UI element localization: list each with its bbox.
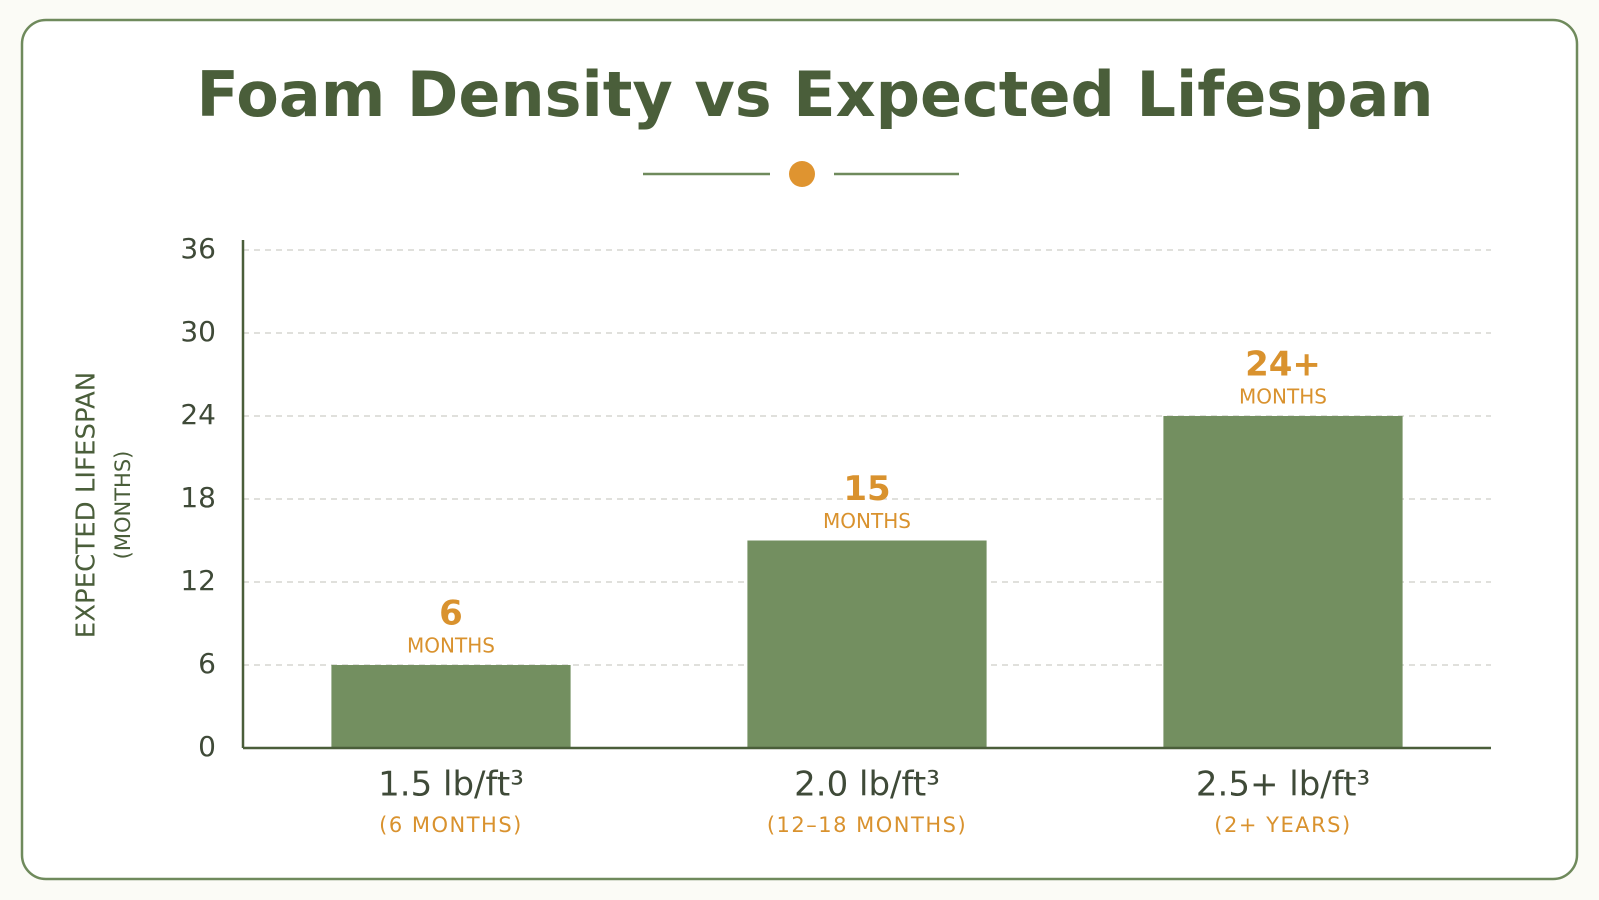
value-label: 6	[439, 594, 463, 634]
x-tick-label: 2.5+ lb/ft³	[1196, 765, 1370, 805]
y-tick-label: 6	[198, 647, 216, 680]
y-tick-label: 30	[180, 315, 216, 348]
x-tick-note: (6 MONTHS)	[379, 813, 523, 837]
value-label: 24+	[1245, 345, 1321, 385]
y-tick-label: 18	[180, 481, 216, 514]
y-tick-label: 0	[198, 730, 216, 763]
value-unit: MONTHS	[823, 509, 911, 533]
value-unit: MONTHS	[1239, 385, 1327, 409]
y-tick-label: 12	[180, 564, 216, 597]
x-tick-label: 1.5 lb/ft³	[378, 765, 524, 805]
value-unit: MONTHS	[407, 634, 495, 658]
y-tick-label: 24	[180, 398, 216, 431]
x-tick-note: (12–18 MONTHS)	[767, 813, 967, 837]
y-axis-label: EXPECTED LIFESPAN	[72, 372, 102, 638]
y-axis-sublabel: (MONTHS)	[111, 451, 135, 560]
divider-dot	[789, 161, 815, 187]
x-tick-note: (2+ YEARS)	[1214, 813, 1351, 837]
bar	[1163, 416, 1403, 748]
bar	[747, 540, 987, 748]
x-tick-label: 2.0 lb/ft³	[794, 765, 940, 805]
y-tick-label: 36	[180, 232, 216, 265]
value-label: 15	[843, 469, 890, 509]
bar	[331, 665, 571, 748]
chart-title: Foam Density vs Expected Lifespan	[196, 58, 1433, 131]
